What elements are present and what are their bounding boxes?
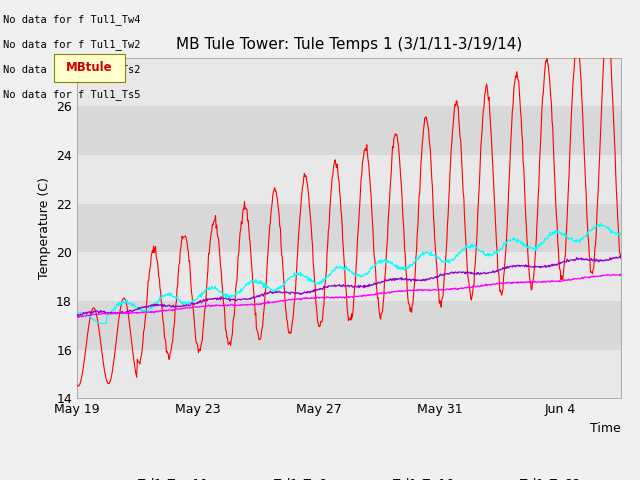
Text: MBtule: MBtule [67,61,113,74]
Text: No data for f Tul1_Ts5: No data for f Tul1_Ts5 [3,89,141,100]
Bar [77,350,621,398]
Title: MB Tule Tower: Tule Temps 1 (3/1/11-3/19/14): MB Tule Tower: Tule Temps 1 (3/1/11-3/19… [175,37,522,52]
Bar [77,58,621,106]
Bar [77,155,621,204]
Bar [77,204,621,252]
Text: No data for f Tul1_Tw4: No data for f Tul1_Tw4 [3,14,141,25]
X-axis label: Time: Time [590,422,621,435]
Text: No data for f Tul1_Tw2: No data for f Tul1_Tw2 [3,39,141,50]
Text: No data for f Tul1_Ts2: No data for f Tul1_Ts2 [3,64,141,75]
Bar [77,106,621,155]
Bar [77,301,621,350]
Legend: Tul1_Tw+10cm, Tul1_Ts-8cm, Tul1_Ts-16cm, Tul1_Ts-32cm: Tul1_Tw+10cm, Tul1_Ts-8cm, Tul1_Ts-16cm,… [95,472,603,480]
Bar [77,252,621,301]
Y-axis label: Temperature (C): Temperature (C) [38,177,51,279]
